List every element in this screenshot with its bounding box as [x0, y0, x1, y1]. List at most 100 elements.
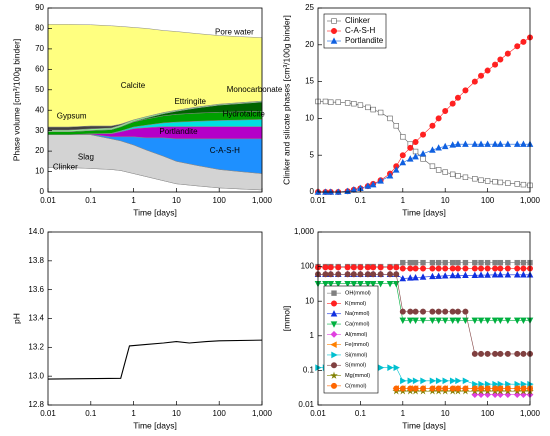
- marker: [497, 265, 504, 272]
- x-tick-label: 1,000: [252, 196, 273, 205]
- y-tick-label: 50: [35, 85, 44, 94]
- legend-label: OH(mmol): [345, 291, 371, 297]
- y-tick-label: 10: [305, 114, 314, 123]
- marker: [462, 259, 469, 266]
- marker: [484, 178, 491, 184]
- marker: [462, 265, 469, 272]
- marker: [454, 140, 462, 147]
- series-line: [318, 101, 531, 186]
- y-tick-label: 0: [40, 187, 45, 196]
- marker: [429, 122, 436, 129]
- y-tick-label: 10: [35, 167, 44, 176]
- x-axis-title: Time [days]: [402, 207, 446, 217]
- marker: [429, 146, 436, 153]
- marker: [504, 265, 511, 272]
- y-axis-title: [mmol]: [281, 306, 291, 332]
- marker: [335, 99, 341, 105]
- y-tick-label: 60: [35, 64, 44, 73]
- marker: [513, 140, 521, 147]
- x-axis-title: Time [days]: [402, 420, 446, 430]
- x-tick-label: 100: [213, 409, 227, 418]
- marker: [399, 385, 406, 392]
- marker: [492, 385, 499, 392]
- marker: [334, 281, 342, 288]
- x-tick-label: 0.01: [40, 409, 56, 418]
- area-label: Clinker: [53, 163, 78, 172]
- marker: [435, 377, 443, 385]
- marker: [344, 264, 351, 271]
- marker: [478, 350, 485, 357]
- marker: [399, 158, 407, 166]
- x-tick-label: 10: [441, 409, 450, 418]
- legend-label: Clinker: [345, 16, 370, 25]
- plot-frame: [317, 7, 531, 193]
- marker: [497, 317, 504, 324]
- marker: [504, 140, 512, 147]
- x-tick-label: 10: [172, 409, 181, 418]
- marker: [514, 265, 521, 272]
- legend-label: Mg(mmol): [345, 373, 370, 379]
- plot-frame: [317, 231, 531, 406]
- marker: [497, 259, 504, 266]
- x-tick-label: 1: [131, 196, 136, 205]
- marker: [514, 385, 521, 392]
- marker: [462, 87, 469, 94]
- marker: [491, 271, 499, 278]
- marker: [435, 317, 442, 324]
- marker: [393, 385, 400, 392]
- marker: [369, 180, 377, 188]
- marker: [520, 385, 527, 392]
- marker: [484, 350, 491, 357]
- marker: [407, 385, 414, 392]
- legend-label: C(mmol): [345, 383, 367, 389]
- marker: [505, 259, 511, 266]
- x-tick-label: 100: [481, 196, 495, 205]
- marker: [477, 271, 485, 278]
- y-tick-label: 100: [301, 262, 315, 271]
- y-tick-label: 13.8: [28, 256, 44, 265]
- marker: [449, 271, 456, 279]
- marker: [520, 271, 527, 278]
- marker: [350, 264, 357, 271]
- x-tick-label: 1,000: [520, 409, 541, 418]
- marker: [364, 182, 372, 189]
- marker: [449, 141, 456, 148]
- x-tick-label: 0.1: [355, 196, 367, 205]
- marker: [462, 377, 470, 385]
- marker: [412, 317, 419, 324]
- marker: [478, 265, 485, 272]
- y-tick-label: 80: [35, 24, 44, 33]
- marker: [407, 259, 413, 266]
- marker: [514, 350, 521, 357]
- marker: [477, 140, 485, 147]
- marker: [497, 271, 504, 278]
- y-tick-label: 13.2: [28, 342, 44, 351]
- marker: [420, 265, 427, 272]
- marker: [435, 265, 442, 272]
- area-label: Monocarbonate: [227, 85, 283, 94]
- marker: [497, 350, 504, 357]
- marker: [520, 259, 527, 266]
- marker: [435, 167, 442, 173]
- marker: [407, 308, 414, 315]
- marker: [513, 271, 521, 278]
- panel: 0.01 0.1 1 10 100 1,000 12.8 13.0 13.2 13.4 13.6 13…: [11, 227, 272, 430]
- marker: [364, 281, 372, 288]
- marker: [406, 155, 414, 162]
- marker: [514, 181, 520, 187]
- marker: [322, 271, 329, 278]
- marker: [364, 264, 371, 271]
- marker: [477, 317, 485, 324]
- marker: [344, 271, 351, 278]
- area-label: Calcite: [121, 81, 146, 90]
- marker: [369, 281, 377, 288]
- marker: [399, 274, 407, 282]
- marker: [412, 385, 419, 392]
- marker: [330, 300, 337, 307]
- marker: [377, 271, 384, 278]
- marker: [377, 264, 384, 271]
- marker: [412, 138, 419, 145]
- marker: [393, 364, 400, 371]
- marker: [491, 317, 499, 324]
